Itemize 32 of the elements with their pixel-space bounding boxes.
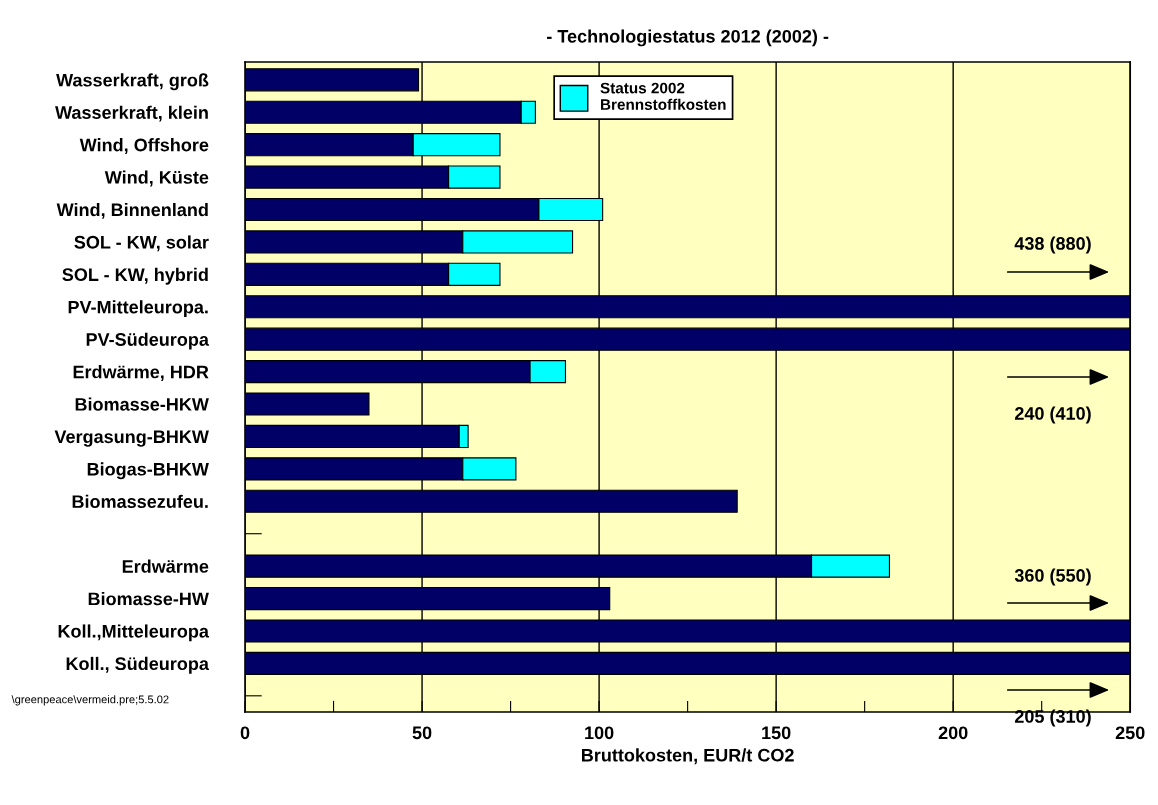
annotation: 240 (410) [1014, 406, 1091, 424]
y-tick-label: Koll., Südeuropa [66, 656, 210, 674]
x-tick-label: 0 [240, 726, 250, 740]
y-tick-label: PV-Mitteleuropa. [68, 300, 208, 318]
x-tick-label: 100 [585, 726, 614, 740]
y-tick-label: Erdwärme [122, 559, 209, 573]
y-tick-label: Wasserkraft, klein [55, 105, 208, 122]
y-tick-label: Wind, Küste [104, 170, 209, 187]
y-tick-label: Biomasse-HKW [75, 397, 209, 411]
y-tick-label: Erdwärme, HDR [73, 365, 209, 381]
y-tick-label: Koll.,Mitteleuropa [58, 624, 210, 642]
x-tick-label: 150 [762, 726, 791, 740]
y-tick-label: Biomasse-HW [88, 592, 209, 606]
annotation: 438 (880) [1014, 236, 1091, 254]
x-axis-title: Bruttokosten, EUR/t CO2 [582, 748, 794, 765]
annotation: 205 (310) [1014, 709, 1091, 727]
y-tick-label: SOL - KW, hybrid [62, 267, 208, 285]
y-tick-label: Wind, Binnenland [56, 202, 208, 219]
y-tick-label: SOL - KW, solar [74, 235, 209, 252]
legend-label: Status 2002 Brennstoffkosten [600, 82, 726, 110]
x-tick-label: 250 [1115, 726, 1145, 740]
x-tick-label: 50 [412, 726, 432, 740]
y-tick-label: Biogas-BHKW [87, 462, 209, 480]
text: \greenpeace\vermeid.pre;5.5.02 [11, 695, 169, 706]
y-tick-label: Biomassezufeu. [72, 494, 208, 509]
y-tick-label: PV-Südeuropa [86, 332, 210, 350]
y-tick-label: Wasserkraft, groß [56, 73, 209, 91]
x-tick-label: 200 [938, 726, 968, 740]
chart-title: - Technologiestatus 2012 (2002) - [547, 29, 829, 47]
y-tick-label: Wind, Offshore [79, 138, 209, 154]
y-tick-label: Vergasung-BHKW [54, 430, 209, 447]
annotation: 360 (550) [1014, 568, 1091, 586]
